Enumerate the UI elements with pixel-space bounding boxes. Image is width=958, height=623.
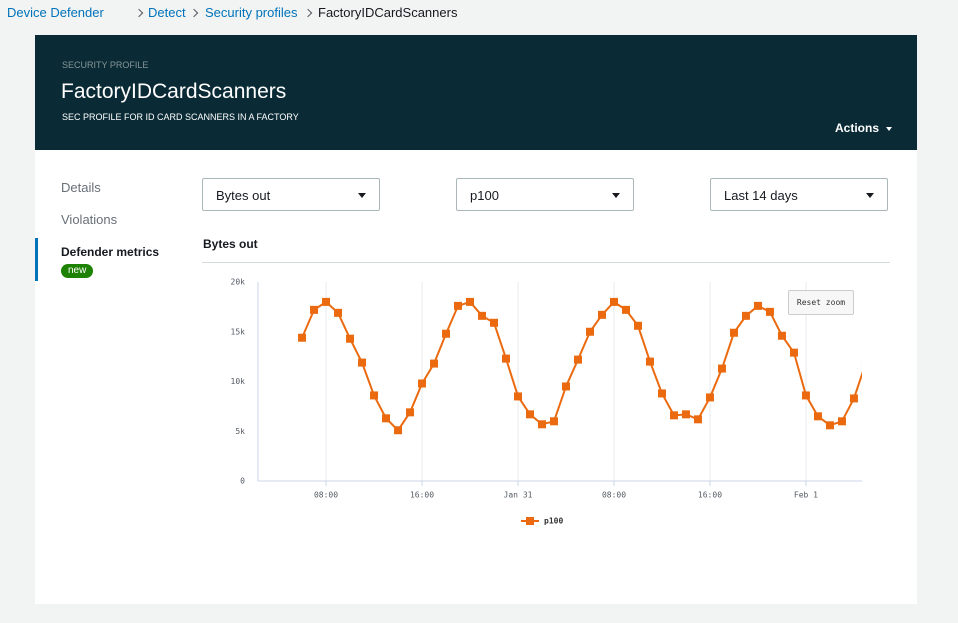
data-point — [502, 354, 511, 363]
nav-item[interactable]: Details — [61, 180, 101, 195]
data-point — [442, 329, 451, 338]
caret — [612, 193, 620, 198]
data-point — [609, 297, 618, 306]
range-select[interactable]: Last 14 days — [710, 178, 888, 211]
data-point — [322, 297, 331, 306]
data-point — [633, 321, 642, 330]
data-point — [837, 417, 846, 426]
badge: new — [61, 264, 94, 278]
breadcrumb-current: FactoryIDCardScanners — [318, 5, 458, 20]
data-point — [298, 333, 307, 342]
x-tick-label: Jan 31 — [504, 491, 533, 500]
caret — [866, 193, 874, 198]
caret — [358, 193, 366, 198]
data-point — [825, 421, 834, 430]
y-tick-label: 5k — [235, 427, 245, 436]
data-point — [430, 359, 439, 368]
data-point — [418, 379, 427, 388]
y-tick-label: 0 — [240, 477, 245, 486]
data-point — [346, 334, 355, 343]
data-point — [358, 358, 367, 367]
data-point — [394, 426, 403, 435]
select-value: Bytes out — [216, 188, 271, 203]
data-point — [490, 318, 499, 327]
data-point — [669, 411, 678, 420]
reset-zoom-button[interactable]: Reset zoom — [788, 290, 854, 315]
legend-label: p100 — [544, 517, 563, 526]
data-point — [789, 348, 798, 357]
header: SECURITY PROFILE FactoryIDCardScanners S… — [35, 35, 917, 150]
data-point — [550, 417, 559, 426]
content-panel — [35, 150, 917, 604]
x-tick-label: 08:00 — [314, 491, 338, 500]
data-point — [765, 307, 774, 316]
data-point — [561, 382, 570, 391]
breadcrumb-link[interactable]: Device Defender — [7, 5, 104, 20]
x-tick-label: 16:00 — [698, 491, 722, 500]
data-point — [310, 305, 319, 314]
y-tick-label: 20k — [231, 278, 246, 287]
divider — [202, 262, 890, 263]
data-point — [466, 297, 475, 306]
section-title: Bytes out — [203, 237, 258, 251]
series-line — [301, 300, 862, 432]
data-point — [514, 392, 523, 401]
data-point — [813, 412, 822, 421]
data-point — [585, 327, 594, 336]
y-tick-label: 15k — [231, 327, 246, 336]
x-tick-label: 16:00 — [410, 491, 434, 500]
data-point — [741, 311, 750, 320]
data-point — [370, 391, 379, 400]
data-point — [573, 355, 582, 364]
actions-button[interactable]: Actions — [835, 121, 880, 135]
data-point — [406, 408, 415, 417]
data-point — [717, 364, 726, 373]
description: SEC PROFILE FOR ID CARD SCANNERS IN A FA… — [62, 112, 299, 122]
data-point — [681, 410, 690, 419]
data-point — [801, 391, 810, 400]
data-point — [645, 357, 654, 366]
data-point — [597, 310, 606, 319]
data-point — [334, 308, 343, 317]
plot-area — [298, 297, 862, 435]
nav-active-bar — [35, 238, 38, 281]
data-point — [478, 311, 487, 320]
data-point — [538, 420, 547, 429]
select-value: p100 — [470, 188, 499, 203]
data-point — [777, 331, 786, 340]
breadcrumb-link[interactable]: Detect — [148, 5, 186, 20]
data-point — [454, 301, 463, 310]
select-value: Last 14 days — [724, 188, 798, 203]
x-tick-label: Feb 1 — [794, 491, 818, 500]
x-tick-label: 08:00 — [602, 491, 626, 500]
data-point — [753, 301, 762, 310]
y-tick-label: 10k — [231, 377, 246, 386]
data-point — [729, 328, 738, 337]
metric-select[interactable]: Bytes out — [202, 178, 380, 211]
data-point — [526, 410, 535, 419]
eyebrow: SECURITY PROFILE — [62, 60, 149, 70]
actions-caret — [886, 127, 892, 131]
data-point — [621, 305, 630, 314]
data-point — [849, 394, 858, 403]
title: FactoryIDCardScanners — [61, 80, 287, 103]
data-point — [861, 358, 862, 367]
data-point — [382, 414, 391, 423]
nav-item[interactable]: Violations — [61, 212, 118, 227]
nav-item-active[interactable]: Defender metrics — [61, 245, 160, 259]
data-point — [705, 393, 714, 402]
legend-marker — [526, 517, 534, 525]
breadcrumb-link[interactable]: Security profiles — [205, 5, 298, 20]
data-point — [693, 415, 702, 424]
data-point — [657, 389, 666, 398]
statistic-select[interactable]: p100 — [456, 178, 634, 211]
